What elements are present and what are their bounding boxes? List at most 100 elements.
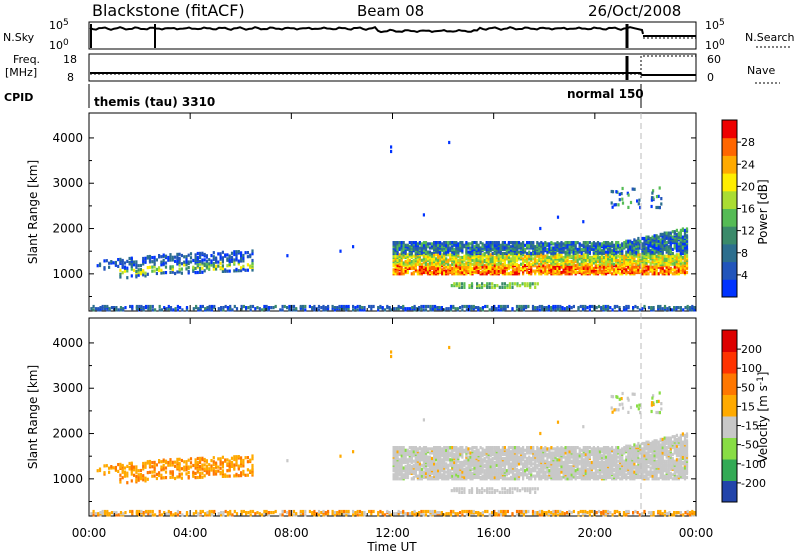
echo-cell	[609, 253, 612, 257]
echo-cell	[261, 513, 264, 517]
echo-cell	[108, 307, 111, 311]
echo-cell	[311, 511, 314, 515]
colorbar-tick-label: 12	[741, 225, 755, 238]
echo-cell	[283, 509, 286, 514]
echo-cell	[621, 255, 624, 260]
echo-cell	[212, 467, 215, 471]
echo-cell	[402, 448, 405, 452]
echo-cell	[683, 242, 687, 246]
echo-cell	[447, 458, 450, 462]
echo-cell	[681, 261, 684, 265]
echo-cell	[416, 474, 419, 478]
echo-cell	[562, 264, 565, 268]
echo-cell	[439, 258, 442, 262]
echo-cell	[220, 511, 223, 515]
echo-cell	[117, 513, 120, 517]
echo-cell	[410, 262, 413, 266]
echo-cell	[641, 269, 644, 273]
echo-cell	[604, 250, 608, 254]
echo-cell	[418, 268, 421, 272]
echo-cell	[428, 253, 432, 257]
echo-cell	[529, 284, 532, 288]
echo-cell	[503, 241, 506, 245]
echo-cell	[463, 265, 466, 269]
echo-cell	[570, 265, 573, 269]
echo-cell	[513, 262, 517, 266]
echo-cell	[588, 269, 591, 273]
echo-cell	[394, 456, 397, 461]
echo-cell	[536, 258, 539, 262]
echo-cell	[229, 509, 232, 514]
echo-cell	[451, 458, 454, 462]
nsky-trace	[89, 26, 644, 35]
colorbar-tick-label: 20	[741, 180, 755, 193]
echo-cell	[590, 261, 593, 265]
echo-cell	[657, 264, 660, 268]
echo-cell	[439, 250, 442, 254]
echo-cell	[588, 304, 591, 309]
echo-cell	[420, 304, 423, 309]
echo-cell	[655, 234, 658, 238]
echo-cell	[400, 454, 403, 458]
echo-cell	[620, 192, 623, 196]
echo-cell	[495, 512, 498, 516]
echo-cell	[398, 463, 401, 467]
echo-cell	[507, 250, 510, 254]
echo-cell	[486, 304, 489, 309]
echo-cell	[584, 261, 587, 265]
echo-cell	[394, 246, 397, 250]
echo-cell	[598, 242, 602, 246]
echo-cell	[158, 459, 161, 463]
echo-cell	[97, 512, 100, 516]
echo-cell	[445, 243, 448, 247]
echo-cell	[169, 511, 173, 515]
echo-cell	[185, 465, 188, 469]
echo-cell	[164, 254, 168, 258]
echo-cell	[566, 253, 569, 257]
echo-cell	[455, 282, 458, 286]
echo-cell	[541, 307, 544, 311]
echo-cell	[246, 255, 249, 259]
echo-cell	[92, 509, 95, 514]
echo-cell	[607, 241, 610, 245]
echo-cell	[187, 260, 190, 264]
echo-cell	[420, 447, 423, 451]
echo-cell	[441, 458, 444, 462]
echo-cell	[493, 304, 496, 309]
echo-cell	[489, 260, 492, 264]
echo-cell	[473, 258, 476, 262]
echo-cell	[322, 509, 325, 514]
echo-cell	[550, 241, 553, 245]
echo-cell	[354, 511, 357, 515]
echo-cell	[392, 241, 395, 245]
echo-cell	[493, 307, 496, 311]
echo-cell	[162, 258, 165, 263]
echo-cell	[122, 512, 125, 516]
echo-cell	[478, 285, 481, 289]
nsky-tick-low: 100	[49, 38, 69, 52]
echo-cell	[220, 306, 223, 310]
echo-cell	[504, 512, 507, 516]
echo-cell	[511, 282, 514, 286]
echo-cell	[435, 448, 438, 452]
echo-cell	[295, 512, 298, 516]
echo-cell	[647, 511, 651, 515]
echo-cell	[197, 307, 200, 311]
echo-cell	[518, 304, 521, 309]
echo-cell	[544, 261, 547, 265]
echo-cell	[212, 460, 215, 464]
echo-cell	[629, 239, 632, 243]
echo-cell	[251, 249, 254, 253]
echo-cell	[663, 246, 666, 250]
echo-cell	[203, 269, 206, 273]
echo-cell	[683, 251, 687, 256]
echo-cell	[404, 512, 407, 516]
echo-cell	[633, 187, 636, 191]
echo-cell	[453, 262, 456, 266]
echo-cell	[412, 475, 415, 480]
echo-cell	[235, 461, 238, 466]
echo-cell	[600, 249, 604, 253]
echo-cell	[615, 266, 618, 270]
nave-trace-dotted	[640, 55, 696, 78]
echo-cell	[594, 270, 597, 275]
